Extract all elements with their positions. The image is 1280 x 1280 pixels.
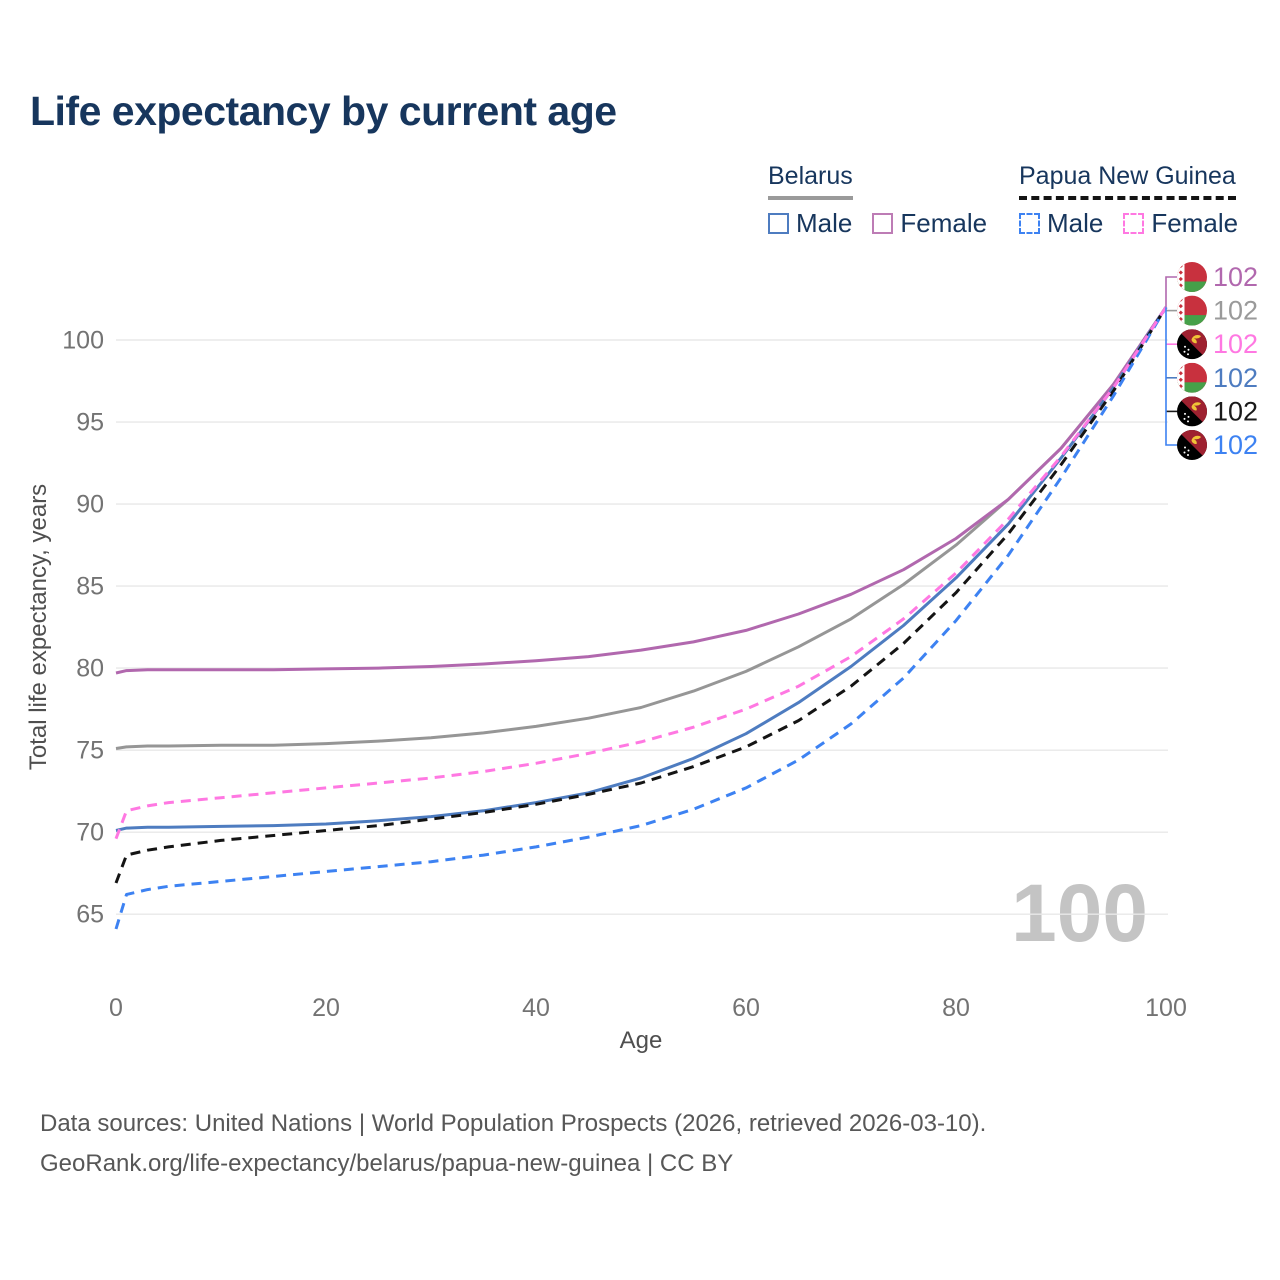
series-line-png-total — [114, 306, 1168, 884]
y-tick-label: 90 — [76, 491, 104, 519]
y-tick-label: 95 — [76, 409, 104, 437]
x-tick-label: 0 — [109, 994, 123, 1022]
legend-label: Female — [900, 208, 988, 238]
belarus-flag-icon — [1177, 262, 1207, 292]
footer: Data sources: United Nations | World Pop… — [40, 1104, 986, 1184]
legend-item-png-female[interactable]: Female — [1123, 208, 1238, 239]
legend-label: Female — [1151, 208, 1239, 238]
y-tick-label: 65 — [76, 901, 104, 929]
belarus-female-swatch-icon — [872, 213, 894, 234]
end-value-label: 102 — [1213, 329, 1258, 359]
x-tick-label: 80 — [942, 994, 970, 1022]
y-tick-label: 75 — [76, 737, 104, 765]
belarus-male-swatch-icon — [768, 213, 789, 234]
legend-country-papua-new-guinea: Papua New Guinea — [1019, 162, 1236, 200]
x-tick-label: 100 — [1145, 994, 1187, 1022]
end-label-leader — [1165, 276, 1177, 308]
series-line-belarus-male — [115, 306, 1168, 832]
page-title: Life expectancy by current age — [30, 88, 617, 134]
legend-group-papua-new-guinea: Papua New Guinea Male Female — [1019, 162, 1238, 239]
png-flag-icon — [1177, 396, 1207, 426]
png-female-swatch-icon — [1123, 213, 1145, 234]
x-tick-label: 40 — [522, 994, 550, 1022]
y-tick-label: 80 — [76, 655, 104, 683]
legend-label: Male — [1047, 208, 1104, 238]
legend-label: Male — [796, 208, 853, 238]
end-value-label: 102 — [1213, 296, 1258, 326]
end-value-label: 102 — [1213, 363, 1258, 393]
y-tick-label: 85 — [76, 573, 104, 601]
series-line-png-female — [114, 306, 1168, 840]
end-label-leader — [1165, 307, 1177, 446]
x-tick-label: 20 — [312, 994, 340, 1022]
end-value-label: 102 — [1213, 396, 1258, 426]
legend-country-belarus: Belarus — [768, 162, 853, 200]
y-axis-title: Total life expectancy, years — [25, 484, 52, 770]
legend-group-belarus: Belarus Male Female — [768, 162, 987, 239]
legend-items-belarus: Male Female — [768, 208, 987, 239]
legend-item-png-male[interactable]: Male — [1019, 208, 1103, 239]
series-line-belarus-total — [115, 306, 1168, 750]
end-value-label: 102 — [1213, 262, 1258, 292]
y-tick-label: 70 — [76, 819, 104, 847]
legend-item-belarus-male[interactable]: Male — [768, 208, 852, 239]
series-line-belarus-female — [115, 306, 1168, 675]
legend-item-belarus-female[interactable]: Female — [872, 208, 987, 239]
x-axis-title: Age — [620, 1027, 663, 1054]
belarus-flag-icon — [1177, 296, 1207, 326]
end-value-label: 102 — [1213, 430, 1258, 460]
png-flag-icon — [1177, 329, 1207, 359]
data-sources-line: Data sources: United Nations | World Pop… — [40, 1110, 987, 1137]
png-male-swatch-icon — [1019, 213, 1040, 234]
y-tick-label: 100 — [62, 327, 104, 355]
legend-items-papua-new-guinea: Male Female — [1019, 208, 1238, 239]
belarus-flag-icon — [1177, 363, 1207, 393]
attribution-line: GeoRank.org/life-expectancy/belarus/papu… — [40, 1150, 734, 1177]
series-line-png-male — [114, 306, 1168, 930]
x-tick-label: 60 — [732, 994, 760, 1022]
png-flag-icon — [1177, 430, 1207, 460]
